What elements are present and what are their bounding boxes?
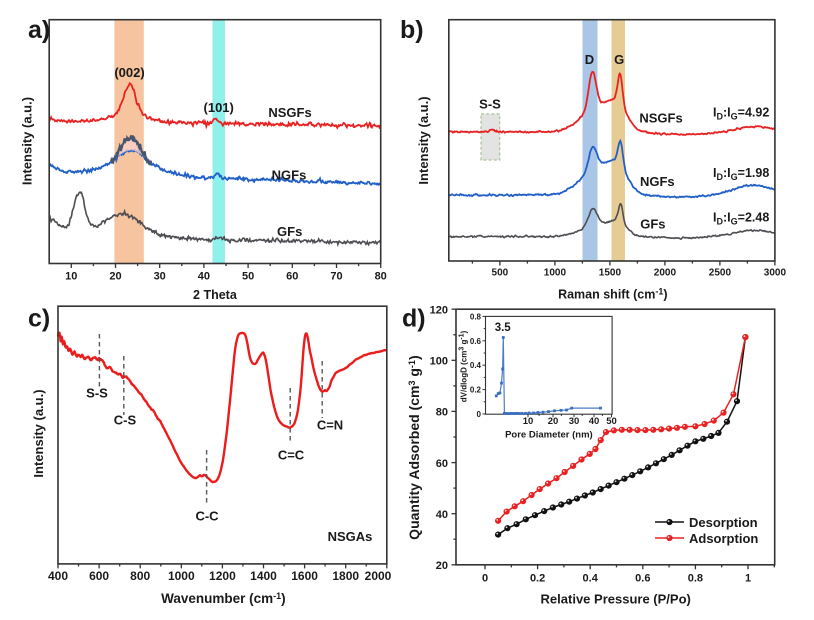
svg-text:800: 800 bbox=[130, 569, 150, 583]
svg-text:b): b) bbox=[400, 16, 424, 44]
svg-text:C-C: C-C bbox=[195, 509, 219, 524]
svg-text:C=N: C=N bbox=[317, 418, 343, 433]
svg-text:120: 120 bbox=[430, 304, 448, 316]
svg-text:60: 60 bbox=[436, 458, 448, 470]
svg-text:Adsorption: Adsorption bbox=[689, 531, 758, 546]
svg-text:Relative Pressure (P/Po): Relative Pressure (P/Po) bbox=[541, 592, 691, 607]
svg-text:G: G bbox=[614, 52, 624, 67]
svg-text:1200: 1200 bbox=[209, 569, 236, 583]
svg-text:ID:IG=1.98: ID:IG=1.98 bbox=[713, 166, 769, 182]
svg-text:20: 20 bbox=[109, 271, 121, 283]
svg-text:ID:IG=2.48: ID:IG=2.48 bbox=[713, 211, 769, 227]
svg-text:1500: 1500 bbox=[599, 268, 622, 279]
svg-text:ID:IG=4.92: ID:IG=4.92 bbox=[713, 106, 769, 122]
svg-text:0.4: 0.4 bbox=[583, 573, 599, 585]
svg-text:400: 400 bbox=[48, 569, 68, 583]
svg-text:1800: 1800 bbox=[332, 569, 359, 583]
svg-text:2500: 2500 bbox=[709, 268, 732, 279]
svg-text:100: 100 bbox=[430, 356, 448, 368]
svg-text:0.8: 0.8 bbox=[688, 573, 703, 585]
svg-text:0.2: 0.2 bbox=[530, 573, 545, 585]
svg-text:1000: 1000 bbox=[168, 569, 195, 583]
svg-text:GFs: GFs bbox=[277, 224, 302, 239]
svg-text:10: 10 bbox=[65, 271, 77, 283]
svg-text:80: 80 bbox=[375, 271, 387, 283]
svg-text:20: 20 bbox=[548, 416, 559, 427]
svg-text:d): d) bbox=[402, 305, 426, 333]
svg-text:1: 1 bbox=[745, 573, 751, 585]
svg-text:NSGAs: NSGAs bbox=[328, 529, 373, 544]
svg-text:2 Theta: 2 Theta bbox=[193, 288, 238, 302]
svg-text:NSGFs: NSGFs bbox=[639, 111, 682, 126]
svg-text:60: 60 bbox=[286, 271, 298, 283]
svg-text:1400: 1400 bbox=[250, 569, 277, 583]
svg-text:D: D bbox=[585, 52, 594, 67]
svg-text:NGFs: NGFs bbox=[272, 168, 307, 183]
svg-text:C-S: C-S bbox=[114, 413, 137, 428]
svg-text:a): a) bbox=[28, 16, 50, 44]
svg-text:Intensity (a.u.): Intensity (a.u.) bbox=[20, 97, 35, 185]
svg-text:GFs: GFs bbox=[640, 216, 665, 231]
svg-text:dV/dlogD (cm3 g-1): dV/dlogD (cm3 g-1) bbox=[458, 330, 468, 402]
svg-text:0.8: 0.8 bbox=[470, 312, 482, 321]
svg-text:2000: 2000 bbox=[654, 268, 677, 279]
svg-text:1000: 1000 bbox=[544, 268, 567, 279]
svg-text:Wavenumber (cm-1): Wavenumber (cm-1) bbox=[161, 591, 286, 606]
svg-text:50: 50 bbox=[242, 271, 254, 283]
svg-text:2000: 2000 bbox=[365, 569, 392, 583]
svg-text:70: 70 bbox=[330, 271, 342, 283]
svg-text:0.6: 0.6 bbox=[470, 337, 482, 346]
svg-text:C=C: C=C bbox=[278, 448, 305, 463]
svg-text:0: 0 bbox=[477, 410, 482, 419]
svg-text:Pore Diameter (nm): Pore Diameter (nm) bbox=[505, 430, 593, 441]
svg-text:10: 10 bbox=[523, 416, 534, 427]
svg-text:c): c) bbox=[28, 305, 50, 333]
svg-text:40: 40 bbox=[589, 416, 600, 427]
svg-text:20: 20 bbox=[436, 560, 448, 572]
svg-text:Raman shift (cm-1): Raman shift (cm-1) bbox=[558, 287, 667, 302]
svg-text:S-S: S-S bbox=[479, 97, 501, 112]
svg-text:0.4: 0.4 bbox=[470, 361, 482, 370]
svg-text:600: 600 bbox=[89, 569, 109, 583]
svg-text:0.2: 0.2 bbox=[470, 386, 482, 395]
svg-text:80: 80 bbox=[436, 407, 448, 419]
svg-text:Intensity (a.u.): Intensity (a.u.) bbox=[416, 96, 431, 184]
svg-text:50: 50 bbox=[606, 416, 617, 427]
svg-text:NGFs: NGFs bbox=[640, 174, 675, 189]
svg-text:(002): (002) bbox=[114, 65, 144, 80]
svg-text:30: 30 bbox=[154, 271, 166, 283]
svg-text:3.5: 3.5 bbox=[495, 322, 512, 334]
svg-text:40: 40 bbox=[436, 509, 448, 521]
svg-text:NSGFs: NSGFs bbox=[268, 105, 311, 120]
svg-text:40: 40 bbox=[198, 271, 210, 283]
svg-text:Quantity Adsorbed (cm3 g-1): Quantity Adsorbed (cm3 g-1) bbox=[406, 355, 422, 539]
svg-text:30: 30 bbox=[569, 416, 580, 427]
svg-text:500: 500 bbox=[492, 268, 509, 279]
svg-text:Desorption: Desorption bbox=[689, 515, 758, 530]
svg-text:1600: 1600 bbox=[291, 569, 318, 583]
svg-text:0.6: 0.6 bbox=[635, 573, 650, 585]
svg-text:Intensity (a.u.): Intensity (a.u.) bbox=[31, 389, 46, 477]
svg-text:3000: 3000 bbox=[764, 268, 787, 279]
svg-text:(101): (101) bbox=[204, 100, 234, 115]
svg-text:0: 0 bbox=[482, 573, 488, 585]
svg-text:S-S: S-S bbox=[86, 386, 108, 401]
